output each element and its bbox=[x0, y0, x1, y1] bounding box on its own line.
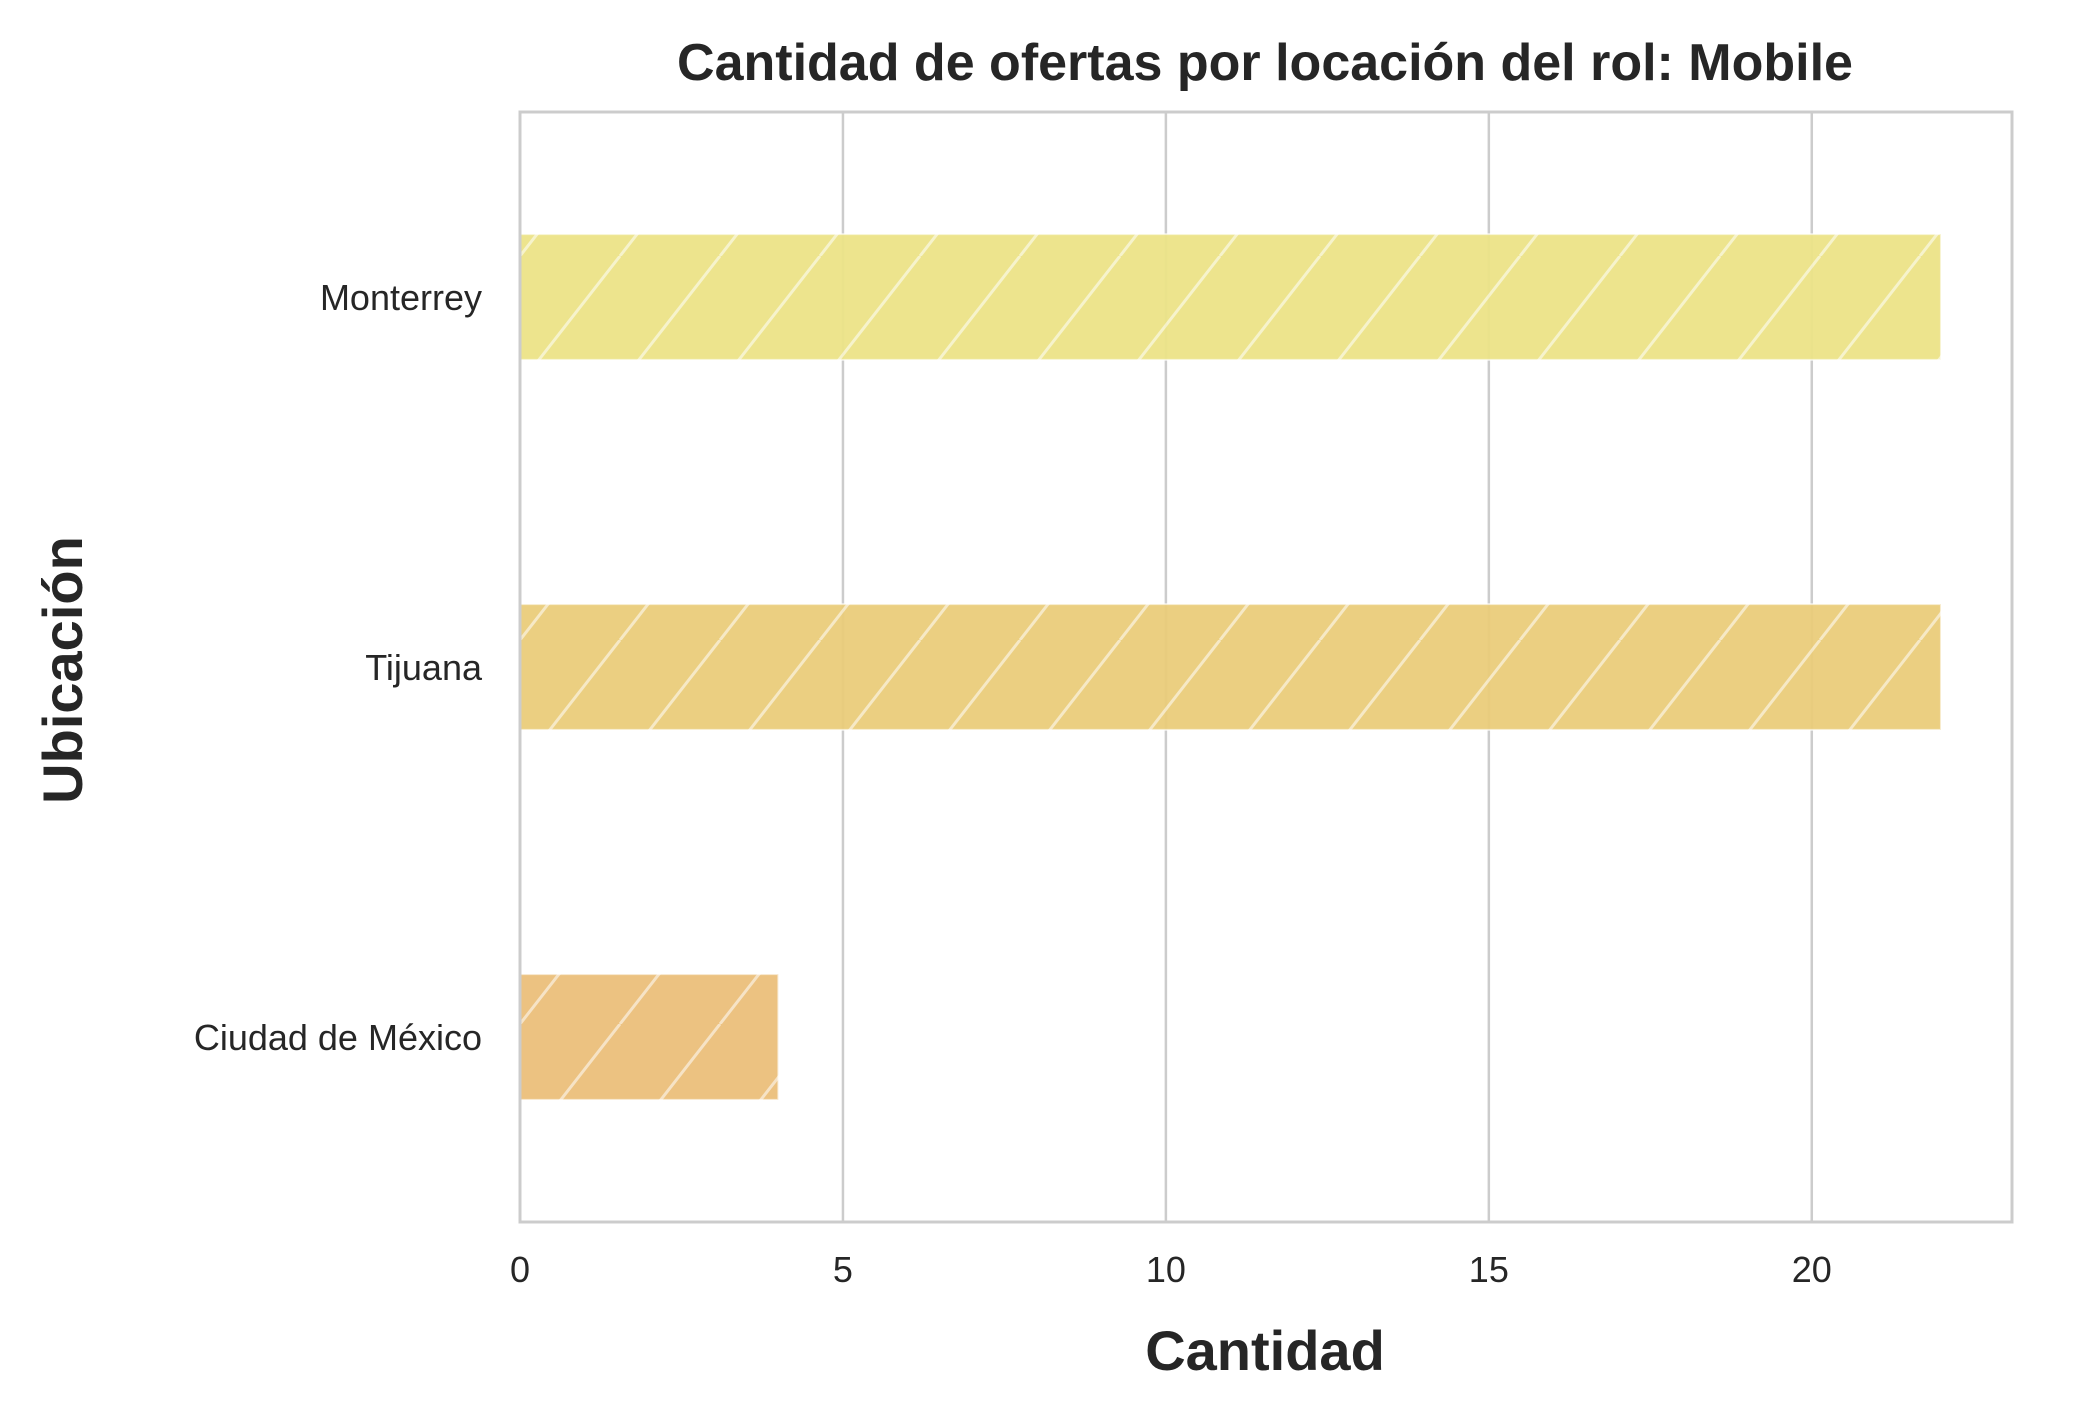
y-tick-label: Monterrey bbox=[320, 277, 482, 318]
plot-frame bbox=[518, 110, 2014, 1224]
chart-title: Cantidad de ofertas por locación del rol… bbox=[677, 34, 1853, 92]
y-tick-label: Ciudad de México bbox=[194, 1017, 482, 1058]
bar-tijuana bbox=[519, 603, 1942, 731]
x-axis-label: Cantidad bbox=[1145, 1319, 1385, 1382]
x-tick-label: 10 bbox=[1146, 1249, 1186, 1290]
bar-monterrey bbox=[519, 233, 1942, 361]
x-tick-label: 0 bbox=[510, 1249, 530, 1290]
x-tick-label: 20 bbox=[1792, 1249, 1832, 1290]
x-tick-label: 5 bbox=[833, 1249, 853, 1290]
y-tick-label: Tijuana bbox=[365, 647, 483, 688]
bar-ciudad-de-m-xico bbox=[519, 973, 780, 1101]
bars bbox=[519, 233, 1942, 1101]
x-tick-label: 15 bbox=[1469, 1249, 1509, 1290]
y-axis-label: Ubicación bbox=[31, 536, 94, 804]
x-tick-labels: 0 5 10 15 20 bbox=[510, 1249, 1832, 1290]
y-tick-labels: Monterrey Tijuana Ciudad de México bbox=[194, 277, 483, 1058]
